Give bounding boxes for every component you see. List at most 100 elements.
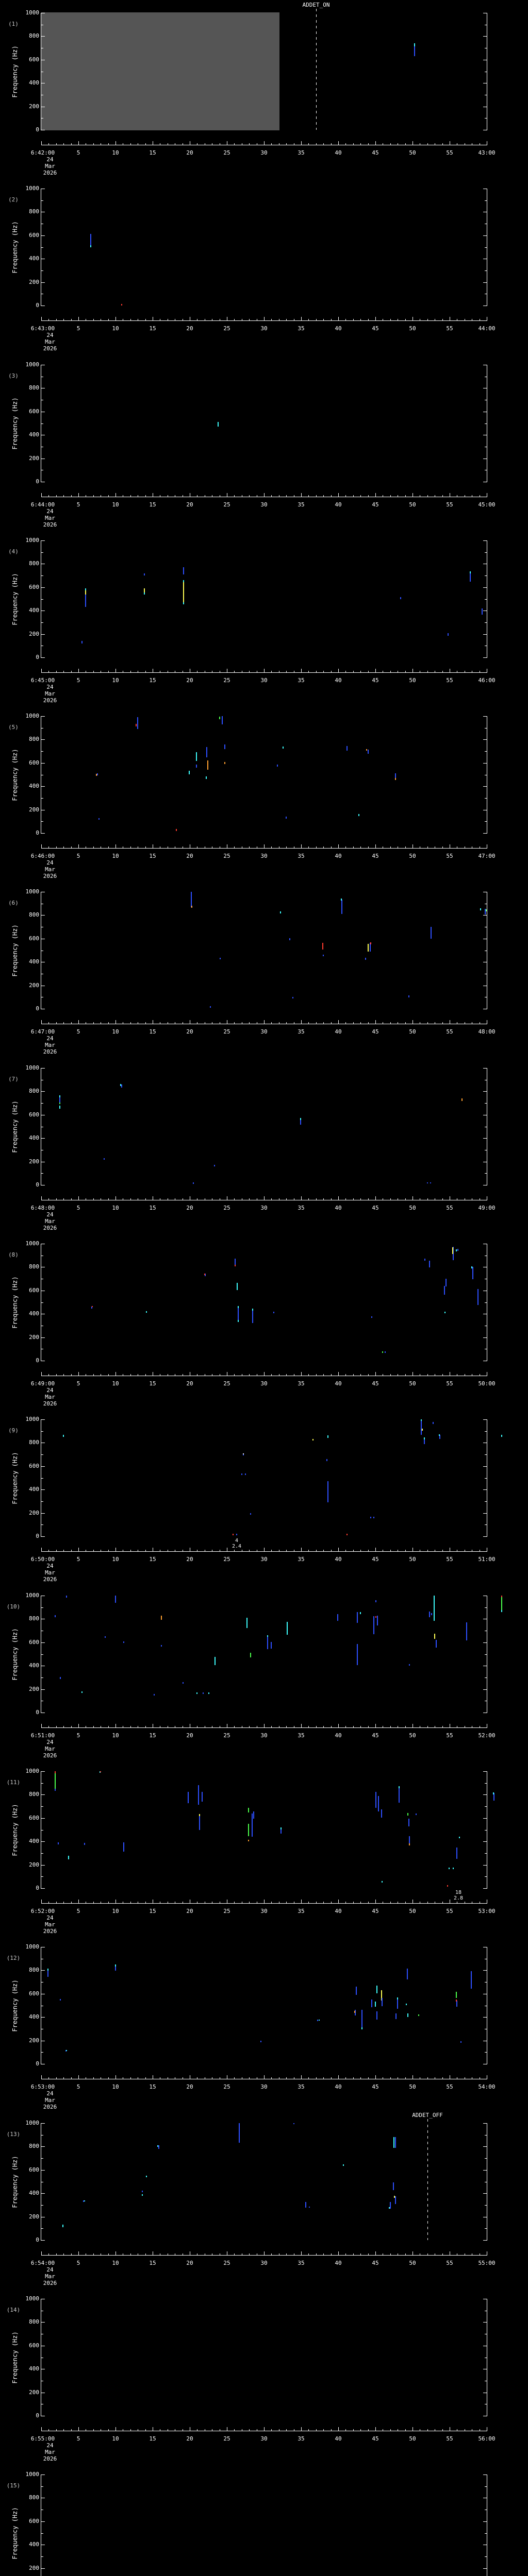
detection-mark <box>309 2207 310 2208</box>
x-tick <box>48 2077 49 2079</box>
detection-mark <box>208 1692 209 1694</box>
x-tick <box>360 1374 361 1376</box>
panel-number: (12) <box>6 1955 21 1961</box>
detection-mark <box>238 1320 239 1322</box>
y-tick-label: 0 <box>36 1885 39 1891</box>
x-tick <box>338 2075 339 2079</box>
y-tick <box>41 36 45 37</box>
x-tick-label: 55 <box>446 2435 453 2442</box>
y-tick-label: 200 <box>29 455 39 462</box>
x-tick <box>405 1374 406 1376</box>
detection-mark <box>280 1827 282 1829</box>
x-tick <box>338 141 339 145</box>
detection-mark <box>393 2137 394 2148</box>
y-tick <box>485 2533 487 2534</box>
x-tick <box>338 493 339 497</box>
x-tick-label: 55 <box>446 149 453 156</box>
detection-mark <box>90 245 91 247</box>
detection-mark <box>471 1266 472 1268</box>
x-tick <box>331 846 332 848</box>
y-tick <box>41 1478 43 1479</box>
spectrogram-panel: 0 200 400 600 800 1000 5 10 15 20 25 30 35 40 45 50 55 6:… <box>0 176 528 352</box>
x-tick <box>249 1550 250 1551</box>
y-tick <box>41 1865 45 1866</box>
y-tick <box>41 1524 43 1525</box>
x-tick <box>93 143 94 145</box>
x-tick <box>390 671 391 672</box>
x-tick <box>412 141 413 145</box>
x-tick <box>108 1022 109 1024</box>
x-tick <box>130 1902 131 1903</box>
x-axis <box>41 320 487 321</box>
x-tick <box>442 1550 443 1551</box>
x-tick-label: 35 <box>298 2435 305 2442</box>
x-tick <box>145 2077 146 2079</box>
x-tick-label: 30 <box>260 149 268 156</box>
x-tick <box>264 141 265 145</box>
x-tick <box>368 495 369 497</box>
date-label: 24 <box>46 508 54 515</box>
detection-mark <box>183 581 184 603</box>
detection-mark <box>193 1182 194 1184</box>
detection-mark <box>370 942 371 944</box>
detection-mark <box>238 1307 239 1321</box>
frequency-axis-label: Frequency (Hz) <box>11 924 19 977</box>
y-tick-label: 600 <box>29 408 39 415</box>
detection-mark <box>214 1165 215 1166</box>
detection-mark <box>97 773 98 775</box>
detection-mark <box>245 1473 246 1475</box>
x-tick <box>360 1022 361 1024</box>
x-tick <box>63 671 64 672</box>
y-tick-label: 400 <box>29 1486 39 1493</box>
x-tick <box>323 846 324 848</box>
detection-mark <box>444 1286 445 1295</box>
y-tick-label: 200 <box>29 1158 39 1165</box>
y-tick <box>485 2556 487 2557</box>
x-tick <box>93 1902 94 1903</box>
x-tick <box>63 319 64 320</box>
x-tick-label: 50 <box>409 1028 416 1035</box>
y-tick <box>41 2193 45 2194</box>
x-tick <box>338 317 339 320</box>
x-tick-label: 45 <box>372 325 379 332</box>
y-tick-label: 600 <box>29 2518 39 2524</box>
x-tick <box>145 319 146 320</box>
x-tick <box>308 1374 309 1376</box>
detection-mark <box>81 641 82 643</box>
panel-number: (10) <box>6 1603 21 1610</box>
x-tick-label: 50 <box>409 677 416 684</box>
x-tick-label: 20 <box>186 501 193 508</box>
detection-mark <box>368 944 369 952</box>
detection-mark <box>375 1792 376 1808</box>
x-tick <box>145 143 146 145</box>
x-tick <box>375 844 376 848</box>
detection-mark <box>366 749 367 751</box>
x-tick <box>338 669 339 672</box>
x-tick <box>286 2253 287 2255</box>
detection-mark <box>414 43 415 46</box>
date-label: Mar <box>45 1569 55 1576</box>
x-tick-label: 30 <box>260 2260 268 2266</box>
detection-mark <box>248 1824 249 1836</box>
y-tick <box>41 2568 45 2569</box>
x-tick <box>442 846 443 848</box>
x-tick-label: 55 <box>446 1028 453 1035</box>
x-tick <box>405 1726 406 1727</box>
y-tick-label: 200 <box>29 2037 39 2044</box>
x-tick <box>375 1724 376 1727</box>
panel-number: (4) <box>8 548 19 555</box>
x-tick <box>93 319 94 320</box>
spectrogram-panel: 0 200 400 600 800 1000 5 10 15 20 25 30 35 40 45 50 55 6:… <box>0 2110 528 2286</box>
y-tick-label: 0 <box>36 829 39 836</box>
x-tick <box>301 669 302 672</box>
detection-mark <box>399 1787 400 1803</box>
x-tick-label: 25 <box>223 1380 230 1387</box>
detection-mark <box>293 2123 294 2124</box>
y-tick <box>41 2017 45 2018</box>
detection-mark <box>429 1612 430 1617</box>
x-tick <box>48 319 49 320</box>
detection-mark <box>323 955 324 956</box>
detection-mark <box>273 1312 274 1313</box>
date-label: 2026 <box>43 873 57 879</box>
y-tick <box>41 1689 45 1690</box>
